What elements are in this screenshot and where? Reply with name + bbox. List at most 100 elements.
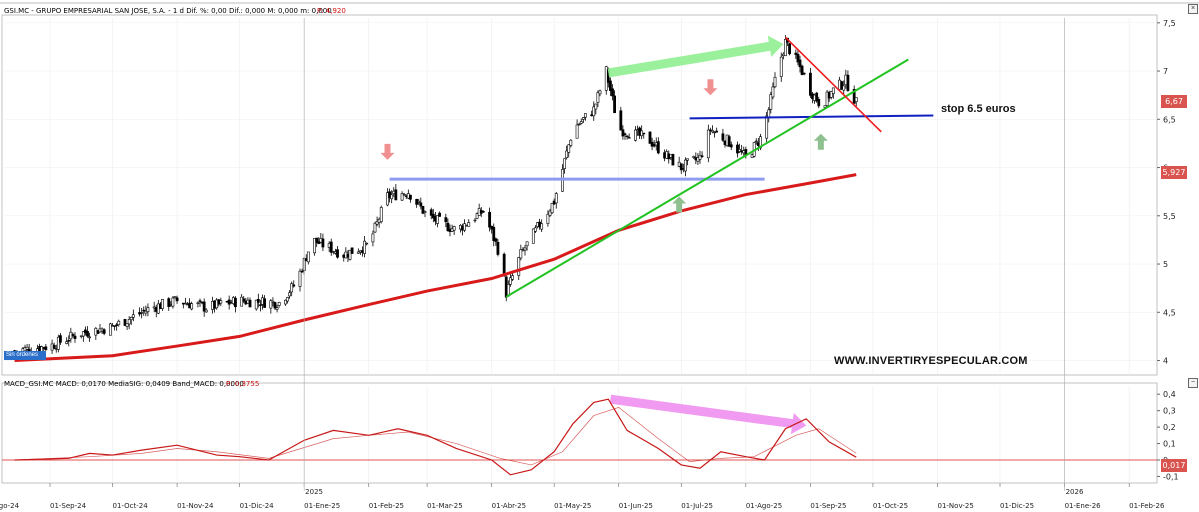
candle-body (788, 43, 791, 55)
candle-body (796, 53, 800, 63)
candle-body (171, 297, 175, 307)
candle-body (263, 298, 266, 308)
candle-body (271, 300, 275, 303)
website-watermark: WWW.INVERTIRYESPECULAR.COM (834, 355, 1028, 367)
header-price: P: 4,920 (317, 7, 346, 15)
candle-body (140, 312, 144, 314)
support-trendline (505, 58, 909, 298)
candle-body (56, 336, 60, 350)
candle-body (117, 320, 121, 325)
candle-body (146, 307, 150, 313)
moving-average-line (14, 173, 857, 363)
macd-signal-line (14, 406, 857, 466)
candle-body (634, 129, 637, 141)
candle-body (371, 233, 375, 243)
candle-body (548, 210, 552, 216)
candle-body (802, 72, 806, 75)
no-orders-label: Sin órdenes (4, 351, 46, 360)
candle-body (421, 206, 425, 214)
x-tick-label: 01-Jul-25 (681, 502, 713, 510)
candle-body (511, 275, 514, 280)
candle-body (306, 251, 310, 263)
x-tick-label-partial: Ago-24 (0, 502, 20, 510)
candle-body (129, 316, 133, 321)
candle-body (715, 130, 719, 133)
candle-body (144, 310, 148, 314)
candle-body (569, 139, 573, 146)
candle-body (336, 249, 339, 258)
candle-body (800, 65, 804, 75)
x-tick-label: 01-Oct-24 (113, 502, 149, 510)
down-arrow-marker (380, 143, 395, 160)
price-plot-frame (1, 14, 1158, 376)
window-close-button[interactable]: × (1188, 4, 1198, 14)
candle-body (517, 257, 521, 276)
x-tick-label: 01-Ago-25 (746, 502, 782, 510)
candle-body (198, 300, 202, 302)
candle-body (190, 303, 194, 310)
candle-body (594, 103, 598, 110)
candle-body (754, 140, 758, 143)
candle-body (546, 213, 550, 224)
candle-body (273, 302, 277, 309)
candle-body (300, 270, 304, 273)
candle-body (365, 242, 369, 245)
candle-body (492, 226, 496, 242)
candle-body (575, 124, 579, 139)
candle-body (679, 163, 683, 171)
candle-body (779, 56, 783, 77)
candle-body (109, 323, 112, 336)
x-tick-label: 01-Dic-25 (1000, 502, 1034, 510)
candle-body (102, 329, 106, 334)
candle-body (259, 304, 262, 306)
candle-body (773, 76, 777, 88)
price-higher-high-arrow (607, 35, 784, 78)
candle-body (684, 159, 687, 172)
x-tick-label: 01-Feb-25 (369, 502, 404, 510)
candle-body (567, 144, 571, 153)
candle-body (204, 309, 208, 313)
candle-body (88, 336, 91, 339)
candle-body (652, 144, 656, 147)
candle-body (52, 344, 56, 349)
candle-body (436, 215, 439, 224)
macd-y-tick-label: 0,2 (1163, 423, 1176, 432)
candle-body (846, 74, 850, 91)
candle-body (565, 150, 569, 158)
candle-body (509, 277, 512, 285)
candle-body (73, 335, 77, 339)
candle-body (496, 241, 500, 255)
candle-body (784, 38, 787, 57)
candle-body (292, 284, 296, 287)
candle-body (248, 299, 252, 308)
year-label: 2025 (305, 488, 323, 496)
candle-body (173, 296, 177, 298)
candle-body (584, 113, 587, 118)
macd-y-tick-label: 0,3 (1163, 407, 1176, 416)
candle-body (686, 158, 689, 161)
macd-line (14, 398, 857, 476)
candle-body (429, 209, 433, 216)
candle-body (184, 302, 187, 305)
down-arrow-marker (703, 79, 718, 96)
candle-body (721, 133, 725, 141)
candle-body (815, 92, 819, 102)
candle-body (554, 193, 558, 204)
resistance-trendline (784, 36, 882, 133)
candle-body (446, 222, 450, 232)
candle-body (44, 346, 48, 350)
candle-body (409, 194, 412, 200)
candle-body (348, 249, 352, 260)
macd-plot-frame (1, 382, 1158, 484)
candle-body (379, 207, 383, 222)
candle-body (736, 144, 739, 154)
candle-body (611, 88, 614, 97)
candle-body (619, 110, 623, 131)
panel-minimize-button[interactable]: − (1188, 378, 1198, 388)
candle-body (625, 135, 629, 138)
candle-body (729, 144, 733, 148)
chart-axes: 01-Sep-24 01-Oct-24 01-Nov-24 01-Dic-24 01-E… (0, 18, 1179, 510)
candle-body (842, 85, 846, 91)
candle-body (817, 99, 821, 107)
candle-body (825, 91, 829, 106)
